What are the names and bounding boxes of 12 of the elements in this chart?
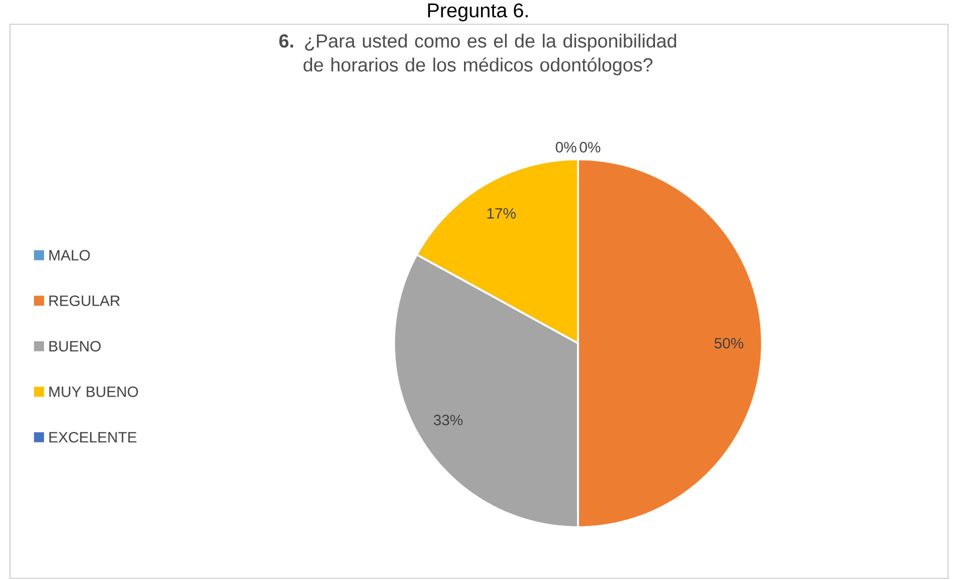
text: 0%: [556, 142, 576, 152]
text: 0%: [580, 142, 600, 152]
legend-label: MALO: [49, 250, 90, 260]
legend-label: BUENO: [49, 340, 101, 352]
data-label: 50%: [714, 338, 744, 348]
data-label: 33%: [434, 414, 463, 426]
legend-label: REGULAR: [49, 295, 120, 306]
chart-title: Pregunta 6.: [428, 3, 528, 22]
chart-subtitle: 6. ¿Para usted como es el de la disponibilidad de horarios de los médicos odontólogos?: [279, 34, 676, 76]
data-label: 17%: [487, 208, 516, 218]
legend-label: MUY BUENO: [49, 386, 138, 397]
legend-label: EXCELENTE: [49, 432, 136, 442]
